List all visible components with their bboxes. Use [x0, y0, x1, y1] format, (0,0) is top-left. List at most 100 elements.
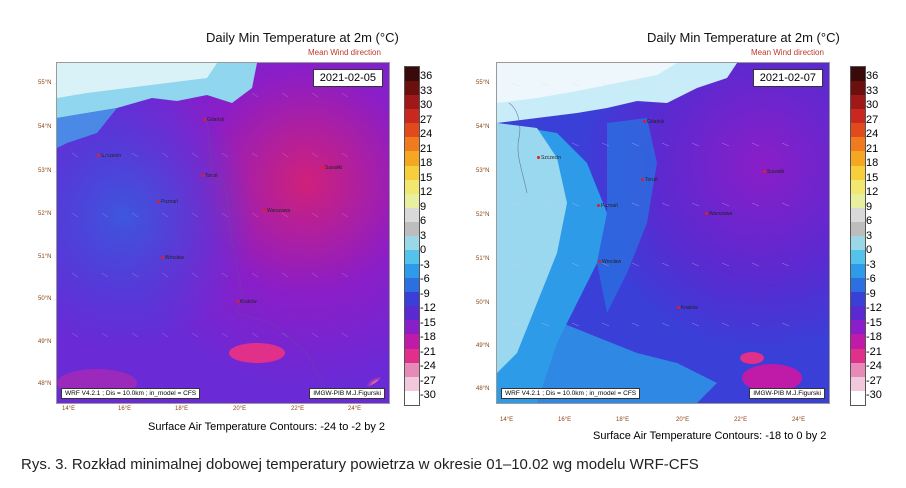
lon-label: 20°E [233, 406, 247, 412]
city-dot [161, 256, 164, 260]
city-marker: Poznań [597, 203, 618, 209]
colorbar-tick: 33 [866, 84, 879, 97]
colorbar-tick: 24 [420, 128, 433, 140]
colorbar-segment [851, 376, 865, 391]
temperature-field [57, 63, 389, 403]
colorbar-tick: 9 [420, 200, 427, 213]
colorbar-tick: 27 [866, 113, 879, 126]
lon-label: 14°E [62, 406, 76, 412]
colorbar-tick: 6 [420, 215, 427, 227]
city-marker: Warszawa [705, 211, 732, 217]
lat-label: 52°N [38, 211, 52, 217]
colorbar-tick: -30 [866, 389, 882, 401]
colorbar-tick: -3 [420, 258, 430, 271]
lat-label: 48°N [476, 386, 490, 392]
lon-label: 14°E [500, 417, 514, 423]
colorbar-tick: 9 [866, 200, 873, 213]
colorbar-segment [405, 123, 419, 138]
colorbar-tick: 12 [866, 186, 879, 198]
date-label: 2021-02-05 [312, 69, 383, 87]
credit-label: IMGW-PIB M.J.Figurski [749, 388, 825, 399]
temperature-field [497, 63, 829, 403]
colorbar-tick: -27 [420, 374, 436, 387]
city-marker: Gdańsk [643, 119, 664, 125]
lon-label: 20°E [676, 417, 690, 423]
colorbar-segment [405, 207, 419, 222]
colorbar-tick: 21 [420, 142, 433, 155]
lon-label: 24°E [792, 417, 806, 423]
colorbar-tick: -15 [420, 316, 436, 329]
colorbar-tick: -18 [866, 331, 882, 343]
colorbar-tick: -9 [420, 287, 430, 300]
contour-note: Surface Air Temperature Contours: -24 to… [148, 421, 386, 433]
lon-label: 22°E [734, 417, 748, 423]
colorbar-tick: 33 [420, 84, 433, 97]
colorbar-segment [405, 137, 419, 152]
colorbar-segment [405, 292, 419, 307]
colorbar-segment [405, 109, 419, 124]
city-marker: Wrocław [598, 259, 621, 265]
colorbar-tick: 3 [866, 229, 873, 242]
colorbar-segment [405, 306, 419, 321]
colorbar-tick: -3 [866, 258, 876, 271]
lat-label: 49°N [476, 343, 490, 349]
city-marker: Gdańsk [203, 117, 224, 123]
colorbar-segment [851, 221, 865, 236]
credit-label: IMGW-PIB M.J.Figurski [309, 388, 385, 399]
colorbar-segment [851, 250, 865, 265]
colorbar-tick: 30 [866, 99, 879, 111]
date-label: 2021-02-07 [752, 69, 823, 87]
lat-label: 48°N [38, 381, 52, 387]
city-dot [97, 154, 100, 158]
lat-label: 54°N [476, 124, 490, 130]
colorbar-tick: 0 [420, 244, 427, 256]
colorbar-tick: 24 [866, 128, 879, 140]
lat-label: 52°N [476, 212, 490, 218]
colorbar-segment [851, 306, 865, 321]
lat-label: 53°N [476, 168, 490, 174]
city-marker: Warszawa [263, 208, 290, 214]
city-dot [236, 300, 239, 304]
city-dot [598, 260, 601, 264]
lat-label: 50°N [476, 300, 490, 306]
colorbar-segment [405, 67, 419, 82]
model-info-label: WRF V4.2.1 ; Dis = 10.0km ; in_model = C… [501, 388, 641, 399]
colorbar-tick: 30 [420, 99, 433, 111]
colorbar-segment [405, 348, 419, 363]
lon-label: 18°E [616, 417, 630, 423]
colorbar-tick: 6 [866, 215, 873, 227]
city-marker: Suwałki [763, 169, 784, 175]
city-dot [203, 118, 206, 122]
city-dot [597, 204, 600, 208]
model-info-label: WRF V4.2.1 ; Dis = 10.0km ; in_model = C… [61, 388, 201, 399]
colorbar-segment [405, 334, 419, 349]
colorbar-segment [851, 348, 865, 363]
colorbar-tick: 0 [866, 244, 873, 256]
colorbar-segment [405, 193, 419, 208]
city-dot [263, 209, 266, 213]
lon-label: 16°E [118, 406, 132, 412]
city-marker: Wrocław [161, 255, 184, 261]
city-dot [157, 200, 160, 204]
lat-label: 49°N [38, 339, 52, 345]
colorbar-segment [405, 362, 419, 377]
lat-label: 53°N [38, 168, 52, 174]
colorbar-segment [405, 221, 419, 236]
colorbar-segment [405, 95, 419, 110]
city-marker: Szczecin [97, 153, 121, 159]
city-marker: Toruń [201, 173, 218, 179]
colorbar-segment [851, 193, 865, 208]
map-panel-right: Daily Min Temperature at 2m (°C) Mean Wi… [453, 0, 906, 450]
colorbar-tick: 12 [420, 186, 433, 198]
colorbar-tick: 15 [420, 171, 433, 184]
colorbar-tick: 36 [420, 70, 433, 82]
colorbar-tick: -6 [420, 273, 430, 285]
city-dot [643, 120, 646, 124]
colorbar-segment [851, 123, 865, 138]
city-marker: Kraków [677, 305, 698, 311]
colorbar-segment [405, 250, 419, 265]
colorbar-tick: -21 [420, 345, 436, 358]
city-marker: Szczecin [537, 155, 561, 161]
colorbar-segment [851, 207, 865, 222]
city-dot [677, 306, 680, 310]
